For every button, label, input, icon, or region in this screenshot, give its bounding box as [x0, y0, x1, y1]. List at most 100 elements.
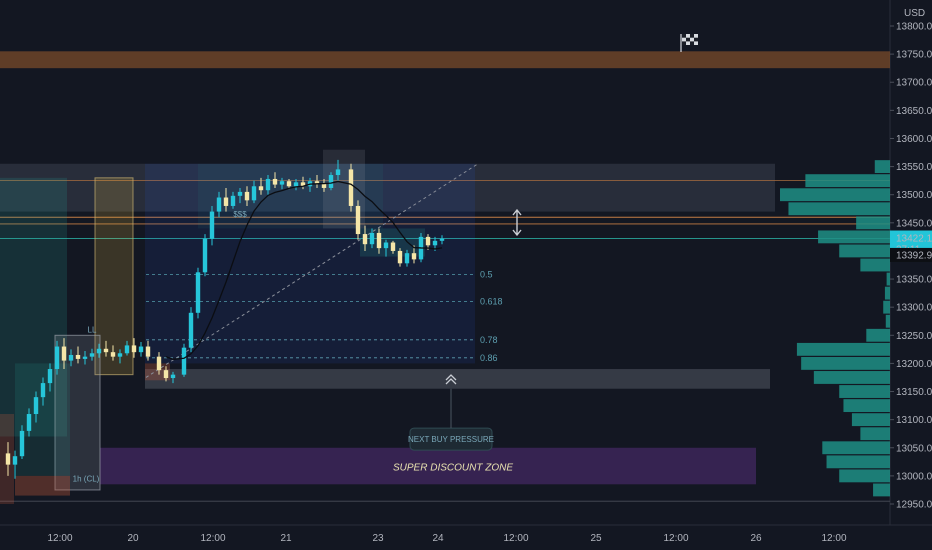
double-chevron-up-icon	[445, 374, 457, 385]
candle-body	[156, 356, 162, 371]
y-tick-label: 13800.0	[896, 22, 932, 33]
flag-check	[686, 37, 690, 42]
candle-body	[425, 236, 431, 246]
candle-body	[82, 356, 88, 359]
volume-profile-bar	[851, 413, 890, 427]
x-tick-label: 20	[127, 533, 139, 544]
next-buy-pressure-label: NEXT BUY PRESSURE	[408, 435, 494, 444]
x-axis[interactable]: 12:00 20 12:00 21 23 24 12:00 25 12:00 26 12:00	[47, 533, 846, 544]
candle-body	[355, 205, 361, 235]
zones-layer: SUPER DISCOUNT ZONE NEXT BUY PRESSURE	[0, 51, 890, 502]
x-tick-label: 26	[750, 533, 762, 544]
candle-body	[362, 234, 368, 245]
volume-profile-bar	[818, 230, 890, 244]
zone-rect	[145, 369, 770, 389]
candle-body	[411, 253, 417, 260]
candle-body	[230, 195, 236, 206]
volume-profile-bar	[886, 272, 890, 286]
x-tick-label: 12:00	[47, 533, 72, 544]
candles-layer	[5, 159, 445, 479]
zone-rect	[0, 163, 775, 212]
candle-body	[145, 346, 151, 357]
y-tick-label: 13450.0	[896, 218, 932, 229]
candle-body	[138, 346, 144, 353]
candle-body	[279, 181, 285, 185]
candle-body	[68, 354, 74, 361]
volume-profile-bar	[860, 258, 890, 272]
candle-body	[348, 169, 354, 206]
candle-body	[300, 182, 306, 187]
flag-check	[682, 34, 686, 38]
candle-body	[195, 272, 201, 313]
candle-body	[293, 182, 299, 187]
x-tick-label: 12:00	[200, 533, 225, 544]
candle-body	[33, 397, 39, 415]
x-tick-label: 24	[432, 533, 444, 544]
candle-body	[251, 186, 257, 201]
volume-profile-bar	[860, 427, 890, 441]
volume-profile-bar	[883, 300, 890, 314]
candle-body	[170, 374, 176, 379]
candle-body	[5, 453, 11, 465]
candle-body	[163, 370, 169, 379]
x-tick-label: 12:00	[663, 533, 688, 544]
candle-body	[47, 369, 53, 384]
candle-body	[383, 242, 389, 249]
x-tick-label: 23	[372, 533, 384, 544]
candle-body	[19, 430, 25, 457]
candle-body	[321, 183, 327, 188]
price-tags: 13422.137:1113392.9	[890, 230, 932, 262]
candle-body	[117, 353, 123, 357]
candle-body	[272, 178, 278, 185]
fib-level-label: 0.5	[480, 270, 493, 280]
y-tick-label: 13550.0	[896, 162, 932, 173]
candle-body	[89, 353, 95, 357]
volume-profile-bar	[822, 441, 890, 455]
fib-level-label: 0.618	[480, 297, 503, 307]
y-tick-label: 13200.0	[896, 359, 932, 370]
1h-cl-label: 1h (CL)	[73, 475, 100, 484]
candle-body	[40, 383, 46, 398]
volume-profile-bar	[839, 244, 890, 258]
candle-body	[328, 175, 334, 188]
x-tick-label: 12:00	[821, 533, 846, 544]
candle-body	[54, 346, 60, 370]
drawing-box	[0, 177, 67, 437]
candle-body	[12, 456, 18, 465]
y-tick-label: 13150.0	[896, 387, 932, 398]
volume-profile-bar	[796, 342, 890, 356]
x-tick-label: 25	[590, 533, 602, 544]
candle-body	[397, 250, 403, 264]
volume-profile-bar	[866, 328, 890, 342]
candle-body	[376, 232, 382, 249]
candle-body	[110, 352, 116, 357]
flag-check	[690, 41, 694, 46]
drawing-box	[145, 363, 170, 381]
super-discount-zone-label: SUPER DISCOUNT ZONE	[393, 462, 513, 473]
volume-profile-bar	[805, 174, 890, 188]
candle-body	[188, 312, 194, 348]
candle-body	[26, 414, 32, 431]
candle-body	[432, 240, 438, 246]
y-tick-label: 13700.0	[896, 78, 932, 89]
vertical-arrow-icon	[512, 208, 522, 237]
flag-check	[694, 37, 698, 42]
candle-body	[103, 348, 109, 353]
x-tick-label: 12:00	[503, 533, 528, 544]
y-tick-label: 12950.0	[896, 500, 932, 511]
candle-body	[202, 238, 208, 273]
candle-body	[265, 178, 271, 191]
candle-body	[244, 191, 250, 201]
candle-body	[286, 181, 292, 187]
candle-body	[75, 354, 81, 359]
ll-label: LL	[88, 325, 97, 334]
moving-average-line	[165, 180, 443, 360]
candle-body	[96, 348, 102, 354]
volume-profile-bar	[780, 188, 890, 202]
volume-profile-bar	[874, 160, 890, 174]
volume-profile-bar	[856, 216, 890, 230]
candle-body	[124, 345, 130, 354]
candle-body	[209, 211, 215, 239]
candle-body	[390, 242, 396, 251]
